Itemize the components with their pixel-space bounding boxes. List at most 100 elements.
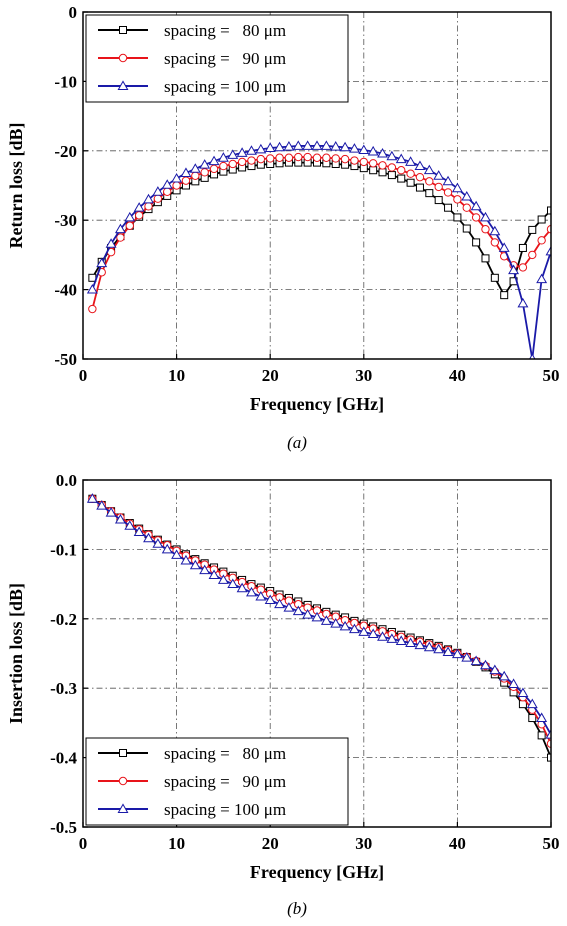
data-point <box>545 245 551 256</box>
data-point <box>406 169 415 178</box>
series-2 <box>88 152 551 314</box>
data-point <box>425 189 434 198</box>
data-point <box>143 193 154 204</box>
data-point <box>387 163 397 172</box>
data-point <box>359 157 368 167</box>
data-point <box>330 141 342 151</box>
y-tick-label: -0.2 <box>50 610 77 629</box>
data-point <box>125 221 135 230</box>
data-point <box>423 641 435 652</box>
data-point <box>275 153 284 162</box>
data-point <box>208 569 220 580</box>
series-3 <box>86 140 551 359</box>
data-point <box>124 520 136 530</box>
data-point <box>443 188 453 197</box>
data-point <box>415 183 424 192</box>
data-point <box>302 140 314 150</box>
data-point <box>350 156 359 165</box>
legend-marker <box>117 803 129 813</box>
data-point <box>518 243 527 252</box>
data-point <box>433 643 445 654</box>
data-point <box>303 152 312 162</box>
data-point <box>292 605 304 616</box>
x-tick-label: 20 <box>262 834 279 853</box>
data-point <box>292 140 304 150</box>
x-tick-label: 40 <box>449 366 466 385</box>
data-point <box>246 586 257 597</box>
data-point <box>200 168 209 177</box>
y-axis-label: Return loss [dB] <box>6 122 26 248</box>
data-point <box>537 731 546 740</box>
data-point <box>171 172 183 183</box>
data-point <box>320 615 332 625</box>
data-point <box>105 238 117 248</box>
data-point <box>227 149 239 159</box>
data-point <box>386 633 398 643</box>
data-point <box>518 263 528 272</box>
data-point <box>116 233 125 242</box>
data-point <box>367 145 379 156</box>
data-point <box>255 590 267 601</box>
data-point <box>528 714 537 723</box>
data-point <box>395 153 407 164</box>
data-point <box>451 648 463 659</box>
data-point <box>199 159 211 169</box>
data-point <box>453 195 462 204</box>
data-point <box>369 166 378 175</box>
data-point <box>227 578 239 589</box>
data-point <box>274 141 286 152</box>
y-tick-label: 0.0 <box>56 471 77 490</box>
legend-marker <box>119 749 127 757</box>
data-point <box>461 652 473 662</box>
legend-label: spacing = 90 μm <box>164 772 286 791</box>
data-point <box>500 291 509 300</box>
data-point <box>208 155 220 166</box>
x-tick-label: 50 <box>543 834 560 853</box>
data-point <box>133 202 145 212</box>
data-point <box>461 190 473 201</box>
legend-item-3: spacing = 100 μm <box>98 77 286 96</box>
data-point <box>172 181 181 190</box>
legend-marker <box>118 776 128 786</box>
y-axis-label: Insertion loss [dB] <box>6 583 26 724</box>
data-point <box>191 171 200 180</box>
data-point <box>264 142 276 152</box>
data-point <box>302 609 314 619</box>
data-point <box>395 635 407 645</box>
legend-item-2: spacing = 90 μm <box>98 49 286 68</box>
x-tick-label: 40 <box>449 834 466 853</box>
legend-item-1: spacing = 80 μm <box>98 21 286 40</box>
y-tick-label: -0.3 <box>50 679 77 698</box>
legend-label: spacing = 90 μm <box>164 49 286 68</box>
data-point <box>481 225 490 234</box>
y-tick-label: -10 <box>54 72 77 91</box>
data-point <box>536 712 548 722</box>
data-point <box>161 179 173 189</box>
series-line <box>91 156 551 310</box>
data-point <box>153 194 163 203</box>
data-point <box>283 602 295 612</box>
data-point <box>415 172 425 182</box>
data-point <box>237 157 247 167</box>
legend-label: spacing = 100 μm <box>164 77 286 96</box>
y-tick-label: -20 <box>54 142 77 161</box>
data-point <box>114 513 126 524</box>
data-point <box>387 171 396 180</box>
data-point <box>397 166 406 175</box>
plot-frame <box>82 11 552 360</box>
data-point <box>256 154 266 164</box>
data-point <box>228 159 237 169</box>
data-point <box>470 200 482 211</box>
data-point <box>498 242 510 252</box>
data-point <box>180 167 192 177</box>
data-point <box>209 164 219 174</box>
data-point <box>217 574 229 584</box>
data-point <box>490 238 500 247</box>
data-point <box>152 186 164 196</box>
data-point <box>489 664 501 675</box>
chart-insertion-loss: 0 10 20 30 40 50 0.0 -0.1 -0.2 -0.3 -0.4 -0.5 Freque… <box>6 471 560 918</box>
series-3 <box>86 493 551 739</box>
x-tick-label: 0 <box>79 366 88 385</box>
legend-item-3: spacing = 100 μm <box>98 800 286 819</box>
data-point <box>96 500 108 510</box>
